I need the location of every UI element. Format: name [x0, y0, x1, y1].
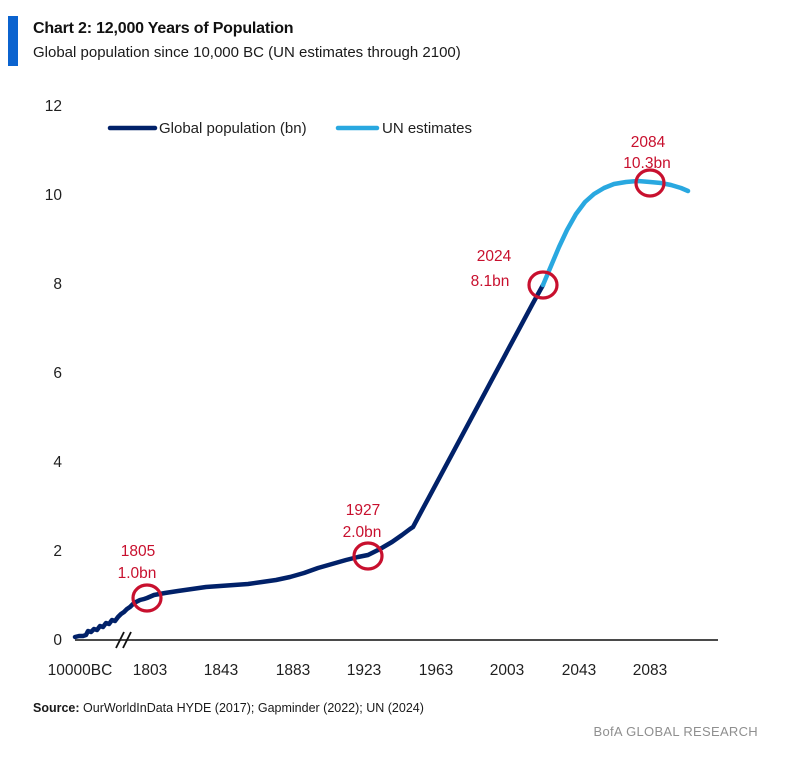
x-tick-2043: 2043 — [562, 662, 596, 679]
page-subtitle: Global population since 10,000 BC (UN es… — [33, 44, 461, 61]
accent-bar — [8, 16, 18, 66]
x-tick-2083: 2083 — [633, 662, 667, 679]
y-tick-2: 2 — [53, 543, 62, 560]
marker-circle-2084 — [634, 168, 666, 198]
y-tick-0: 0 — [53, 632, 62, 649]
x-tick-1923: 1923 — [347, 662, 381, 679]
brand-footer: BofA GLOBAL RESEARCH — [593, 724, 758, 739]
y-tick-6: 6 — [53, 365, 62, 382]
y-tick-10: 10 — [45, 187, 63, 204]
annotation-1805-year: 1805 — [121, 543, 155, 560]
source-text: OurWorldInData HYDE (2017); Gapminder (2… — [79, 701, 424, 715]
y-axis-labels: 12 10 8 6 4 2 0 — [45, 98, 63, 649]
marker-circle-1805 — [131, 583, 163, 613]
y-tick-12: 12 — [45, 98, 62, 115]
y-tick-4: 4 — [53, 454, 62, 471]
un-estimates-line — [540, 178, 691, 288]
population-chart: Global population (bn) UN estimates 12 1… — [45, 98, 718, 679]
legend-label-un-estimates: UN estimates — [382, 120, 472, 137]
annotation-2024-value: 8.1bn — [471, 273, 510, 290]
chart-legend: Global population (bn) UN estimates — [107, 120, 472, 137]
annotation-2084: 2084 10.3bn — [623, 134, 670, 172]
x-tick-1963: 1963 — [419, 662, 453, 679]
marker-circle-2024 — [527, 270, 559, 300]
x-tick-1803: 1803 — [133, 662, 167, 679]
annotation-1805: 1805 1.0bn — [118, 543, 157, 582]
x-tick-2003: 2003 — [490, 662, 524, 679]
annotation-2024: 2024 8.1bn — [471, 248, 512, 290]
population-line — [72, 282, 546, 640]
annotation-1805-value: 1.0bn — [118, 565, 157, 582]
annotation-1927-value: 2.0bn — [343, 524, 382, 541]
x-axis-labels: 10000BC 1803 1843 1883 1923 1963 2003 20… — [48, 662, 668, 679]
annotation-1927: 1927 2.0bn — [343, 502, 382, 541]
y-tick-8: 8 — [53, 276, 62, 293]
annotation-2084-year: 2084 — [631, 134, 666, 151]
x-tick-1883: 1883 — [276, 662, 310, 679]
annotation-2084-value: 10.3bn — [623, 155, 670, 172]
source-line: Source: OurWorldInData HYDE (2017); Gapm… — [33, 701, 424, 715]
annotation-1927-year: 1927 — [346, 502, 380, 519]
x-tick-10000bc: 10000BC — [48, 662, 113, 679]
annotation-2024-year: 2024 — [477, 248, 512, 265]
x-tick-1843: 1843 — [204, 662, 238, 679]
page-title: Chart 2: 12,000 Years of Population — [33, 20, 294, 37]
legend-label-population: Global population (bn) — [159, 120, 307, 137]
marker-circle-1927 — [352, 541, 384, 571]
x-axis-break-icon — [115, 631, 132, 649]
source-label: Source: — [33, 701, 80, 715]
